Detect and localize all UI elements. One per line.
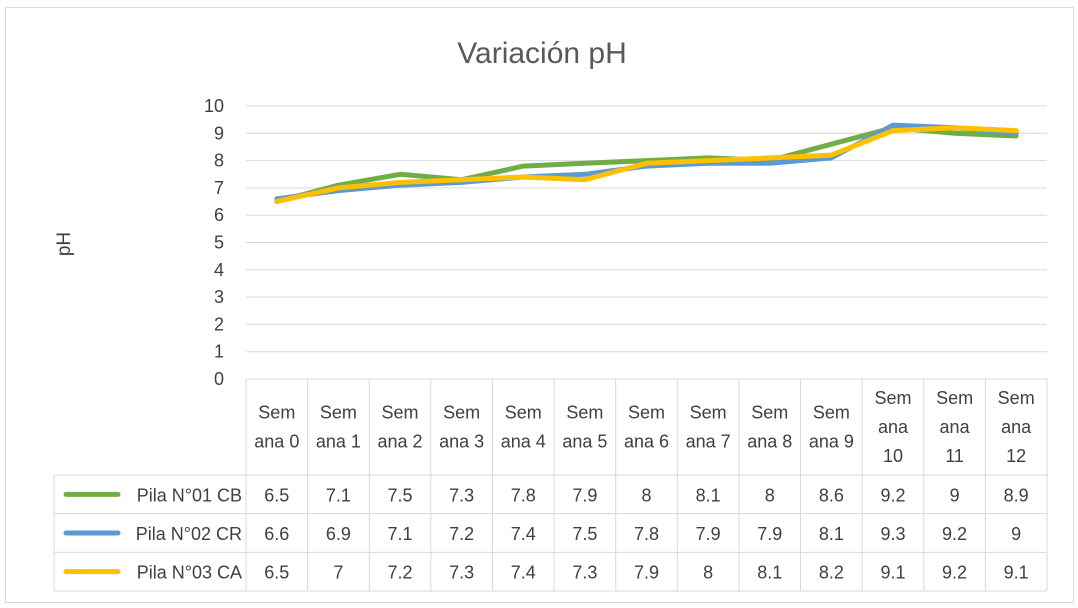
series-lines (274, 122, 1019, 204)
y-tick-label: 6 (214, 205, 224, 225)
table-value: 8.9 (1004, 485, 1029, 505)
legend-series-name: Pila N°03 CA (137, 563, 242, 583)
table-value: 9.2 (880, 485, 905, 505)
table-value: 7.3 (449, 563, 474, 583)
table-value: 8.2 (819, 563, 844, 583)
chart-title: Variación pH (457, 37, 627, 70)
category-label: Sem ana 8 (747, 403, 792, 452)
table-value: 7.8 (634, 524, 659, 544)
y-tick-label: 2 (214, 314, 224, 334)
y-tick-label: 0 (214, 369, 224, 389)
table-value: 8 (641, 485, 651, 505)
data-table: Sem ana 0 Sem ana 1 Sem ana 2 Sem ana 3 Sem ana 4… (53, 379, 1048, 592)
category-label: Sem ana 12 (998, 388, 1035, 466)
table-value: 7.1 (388, 524, 413, 544)
table-value: 7 (333, 563, 343, 583)
table-value: 6.5 (264, 485, 289, 505)
table-value: 7.3 (449, 485, 474, 505)
table-value: 7.9 (634, 563, 659, 583)
table-value: 6.6 (264, 524, 289, 544)
legend-series-name: Pila N°01 CB (137, 485, 242, 505)
table-value: 9.1 (1004, 563, 1029, 583)
table-value: 8 (765, 485, 775, 505)
gridlines (246, 105, 1047, 380)
table-value: 7.9 (696, 524, 721, 544)
table-value: 9.3 (880, 524, 905, 544)
y-axis-label: pH (54, 232, 75, 256)
table-value: 7.2 (388, 563, 413, 583)
y-tick-label: 8 (214, 151, 224, 171)
table-value: 7.5 (572, 524, 597, 544)
table-value: 9.1 (880, 563, 905, 583)
table-value: 6.5 (264, 563, 289, 583)
table-value: 7.4 (511, 524, 536, 544)
table-value: 8.1 (757, 563, 782, 583)
table-value: 7.3 (572, 563, 597, 583)
series-line-2 (274, 122, 1019, 202)
table-value: 7.1 (326, 485, 351, 505)
y-tick-label: 9 (214, 123, 224, 143)
table-value: 8.1 (696, 485, 721, 505)
y-axis-ticks: 0 1 2 3 4 5 6 7 8 9 10 (204, 96, 224, 389)
table-value: 7.4 (511, 563, 536, 583)
y-tick-label: 4 (214, 260, 224, 280)
table-value: 9.2 (942, 524, 967, 544)
category-label: Sem ana 0 (254, 403, 299, 452)
y-tick-label: 10 (204, 96, 224, 116)
table-value: 7.5 (388, 485, 413, 505)
category-label: Sem ana 11 (936, 388, 973, 466)
category-label: Sem ana 10 (874, 388, 911, 466)
category-label: Sem ana 3 (439, 403, 484, 452)
table-value: 7.8 (511, 485, 536, 505)
table-value: 9.2 (942, 563, 967, 583)
y-tick-label: 1 (214, 342, 224, 362)
table-value: 8.1 (819, 524, 844, 544)
category-label: Sem ana 7 (686, 403, 731, 452)
table-value: 9 (1011, 524, 1021, 544)
table-value: 8 (703, 563, 713, 583)
chart-frame: Variación pH pH 0 1 2 3 4 5 6 7 8 9 10 Sem ana 0 Sem… (5, 7, 1074, 603)
y-tick-label: 7 (214, 178, 224, 198)
category-label: Sem ana 2 (378, 403, 423, 452)
category-label: Sem ana 4 (501, 403, 546, 452)
table-value: 8.6 (819, 485, 844, 505)
y-tick-label: 5 (214, 233, 224, 253)
table-value: 7.9 (572, 485, 597, 505)
category-label: Sem ana 1 (316, 403, 361, 452)
legend-series-name: Pila N°02 CR (136, 524, 242, 544)
category-label: Sem ana 6 (624, 403, 669, 452)
table-value: 7.9 (757, 524, 782, 544)
category-label: Sem ana 5 (562, 403, 607, 452)
table-value: 9 (950, 485, 960, 505)
category-label: Sem ana 9 (809, 403, 854, 452)
y-tick-label: 3 (214, 287, 224, 307)
table-value: 6.9 (326, 524, 351, 544)
table-value: 7.2 (449, 524, 474, 544)
series-line-3 (274, 125, 1019, 204)
